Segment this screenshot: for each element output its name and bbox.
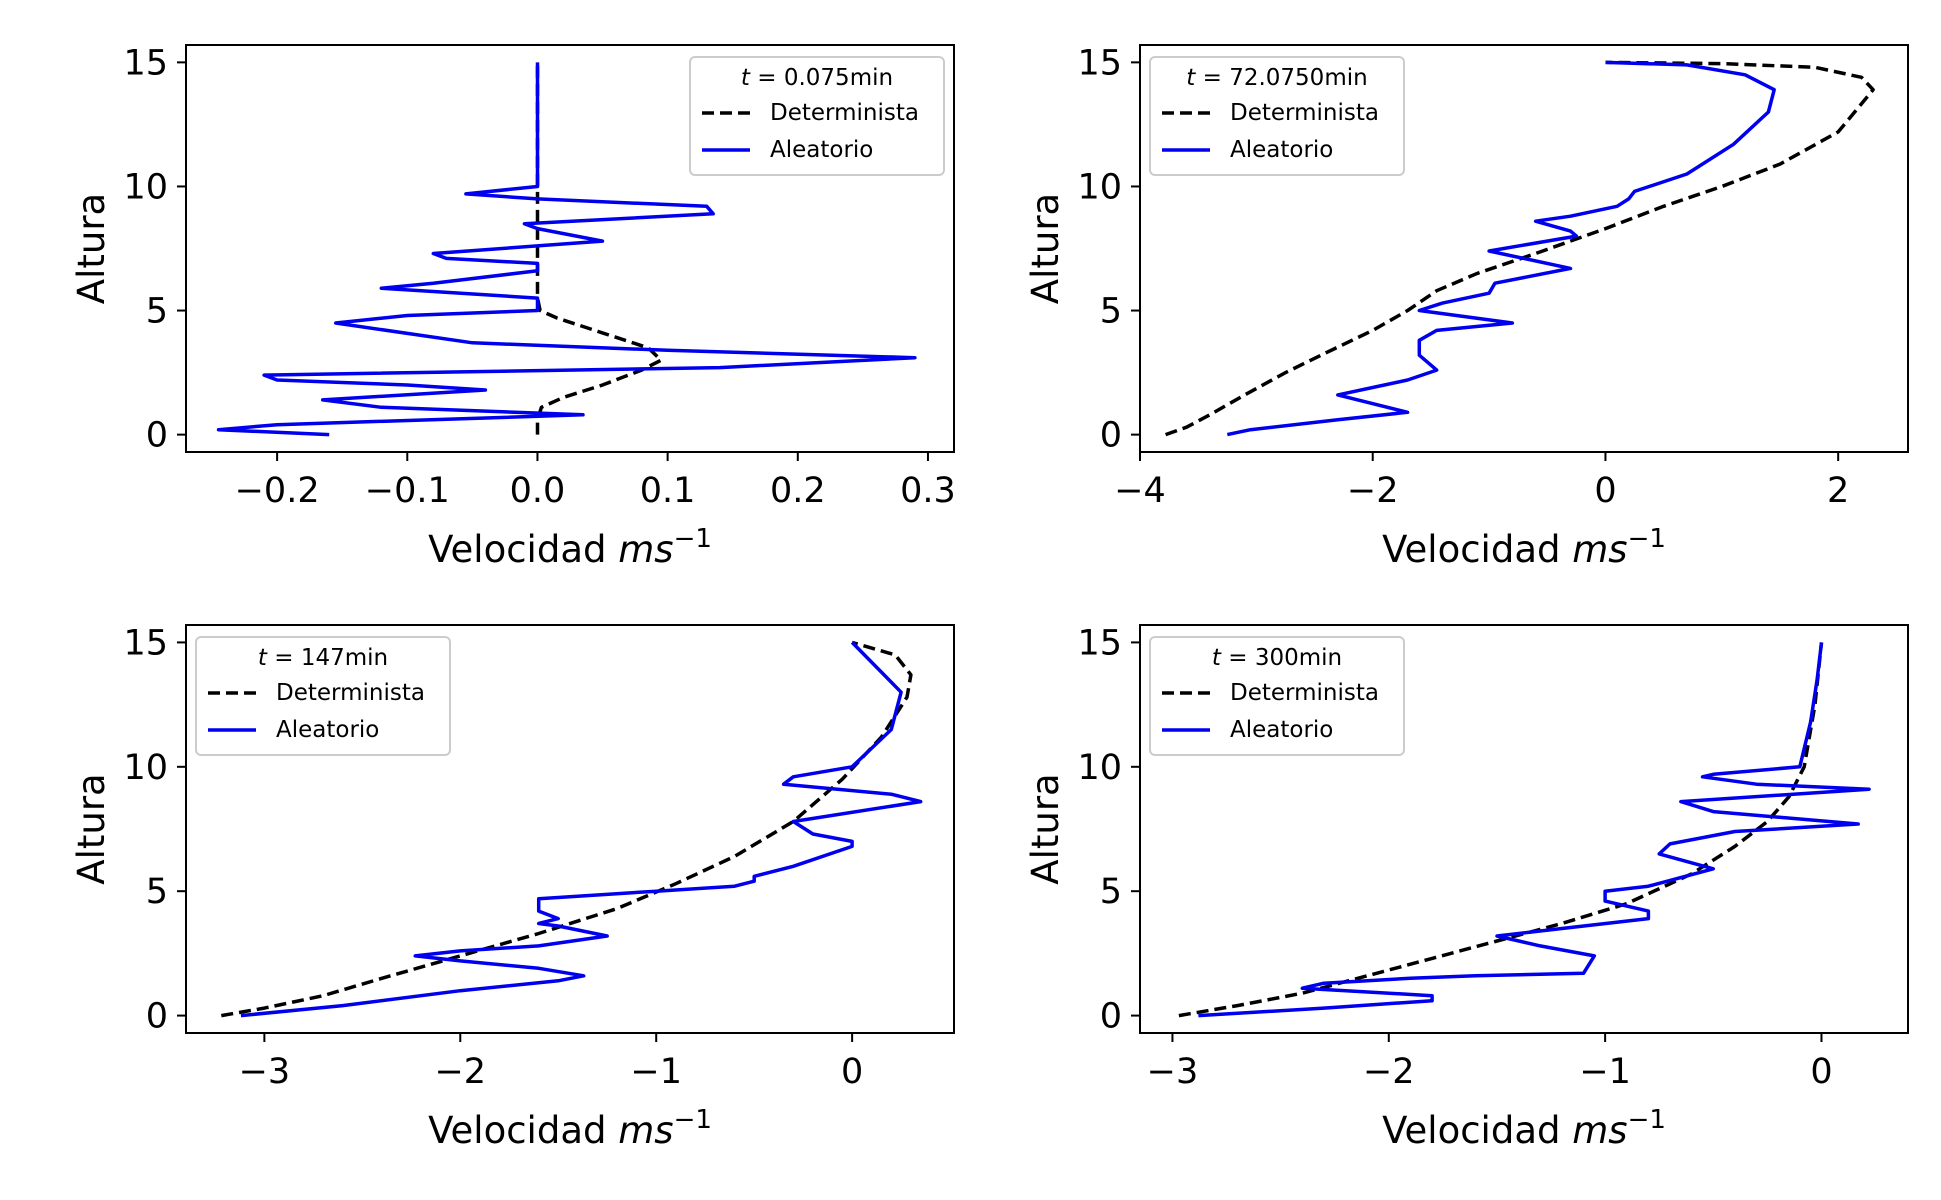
y-axis-label: Altura (1024, 193, 1067, 304)
y-tick-label: 0 (1100, 416, 1122, 456)
y-tick-label: 15 (123, 623, 168, 663)
aleatorio-line (1226, 60, 1776, 437)
x-tick-label: −0.1 (365, 471, 450, 511)
y-tick-label: 10 (1077, 748, 1122, 788)
axes-frame (1139, 624, 1909, 1034)
determinista-line (1178, 642, 1824, 1018)
subplot-2: −4 −2 0 2 0 5 10 15 Velocidad ms−1 Altura t = 72.0… (1024, 43, 1909, 571)
legend-frame (195, 636, 451, 756)
legend-aleatorio-label: Aleatorio (1230, 137, 1333, 163)
y-tick-label: 5 (146, 292, 168, 332)
determinista-line (535, 62, 663, 435)
legend-determinista-label: Determinista (276, 680, 425, 706)
subplot-3: −3 −2 −1 0 0 5 10 15 Velocidad ms−1 Altura t = 147… (70, 623, 955, 1152)
y-tick-label: 5 (146, 872, 168, 912)
x-tick-label: 0.1 (640, 471, 696, 511)
legend-title: t = 300min (1212, 645, 1342, 671)
x-axis-label: Velocidad ms−1 (428, 1105, 712, 1152)
x-tick-label: 0.2 (770, 471, 826, 511)
x-tick-label: −1 (1579, 1052, 1631, 1092)
legend-determinista-label: Determinista (770, 100, 919, 126)
y-tick-label: 10 (1077, 167, 1122, 207)
y-tick-label: 15 (123, 43, 168, 83)
x-axis-label: Velocidad ms−1 (428, 524, 712, 571)
aleatorio-line (240, 641, 923, 1018)
y-tick-label: 15 (1077, 43, 1122, 83)
legend: t = 147min Determinista Aleatorio (195, 636, 451, 756)
legend: t = 0.075min Determinista Aleatorio (689, 56, 945, 176)
axes-frame (185, 44, 955, 453)
subplot-4: −3 −2 −1 0 0 5 10 15 Velocidad ms−1 Altura t = 300… (1024, 623, 1909, 1152)
x-tick-label: 2 (1827, 471, 1849, 511)
y-tick-label: 15 (1077, 623, 1122, 663)
x-tick-label: 0 (1594, 471, 1616, 511)
x-tick-label: 0 (841, 1052, 863, 1092)
legend-determinista-label: Determinista (1230, 100, 1379, 126)
legend-frame (1149, 636, 1405, 756)
legend: t = 300min Determinista Aleatorio (1149, 636, 1405, 756)
x-tick-label: 0.0 (510, 471, 566, 511)
x-tick-label: 0.3 (900, 471, 956, 511)
panels: −0.2 −0.1 0.0 0.1 0.2 0.3 0 5 10 15 Velocidad ms−1… (70, 43, 1909, 1152)
legend-title: t = 72.0750min (1186, 65, 1367, 91)
legend-title: t = 147min (258, 645, 388, 671)
legend-determinista-label: Determinista (1230, 680, 1379, 706)
legend-aleatorio-label: Aleatorio (770, 137, 873, 163)
x-tick-label: −2 (1363, 1052, 1415, 1092)
x-tick-label: −4 (1114, 471, 1166, 511)
y-tick-label: 5 (1100, 872, 1122, 912)
x-tick-label: −2 (1347, 471, 1399, 511)
legend-frame (1149, 56, 1405, 176)
legend-aleatorio-label: Aleatorio (276, 717, 379, 743)
legend-aleatorio-label: Aleatorio (1230, 717, 1333, 743)
y-tick-label: 5 (1100, 292, 1122, 332)
axes-frame (185, 624, 955, 1034)
legend: t = 72.0750min Determinista Aleatorio (1149, 56, 1405, 176)
x-tick-label: −0.2 (235, 471, 320, 511)
y-tick-label: 0 (146, 997, 168, 1037)
legend-title: t = 0.075min (741, 65, 893, 91)
y-axis-label: Altura (1024, 773, 1067, 884)
y-tick-label: 0 (1100, 997, 1122, 1037)
legend-frame (689, 56, 945, 176)
x-tick-label: −2 (434, 1052, 486, 1092)
x-axis-label: Velocidad ms−1 (1382, 1105, 1666, 1152)
subplot-1: −0.2 −0.1 0.0 0.1 0.2 0.3 0 5 10 15 Velocidad ms−1… (70, 43, 956, 571)
y-axis-label: Altura (70, 773, 113, 884)
x-tick-label: −3 (1147, 1052, 1199, 1092)
x-tick-label: −3 (239, 1052, 291, 1092)
x-tick-label: 0 (1810, 1052, 1832, 1092)
x-tick-label: −1 (630, 1052, 682, 1092)
aleatorio-line (1198, 642, 1871, 1018)
y-tick-label: 10 (123, 748, 168, 788)
determinista-line (220, 640, 913, 1018)
y-axis-label: Altura (70, 193, 113, 304)
aleatorio-line (216, 62, 917, 437)
y-tick-label: 10 (123, 167, 168, 207)
y-tick-label: 0 (146, 416, 168, 456)
x-axis-label: Velocidad ms−1 (1382, 524, 1666, 571)
axes-frame (1139, 44, 1909, 453)
